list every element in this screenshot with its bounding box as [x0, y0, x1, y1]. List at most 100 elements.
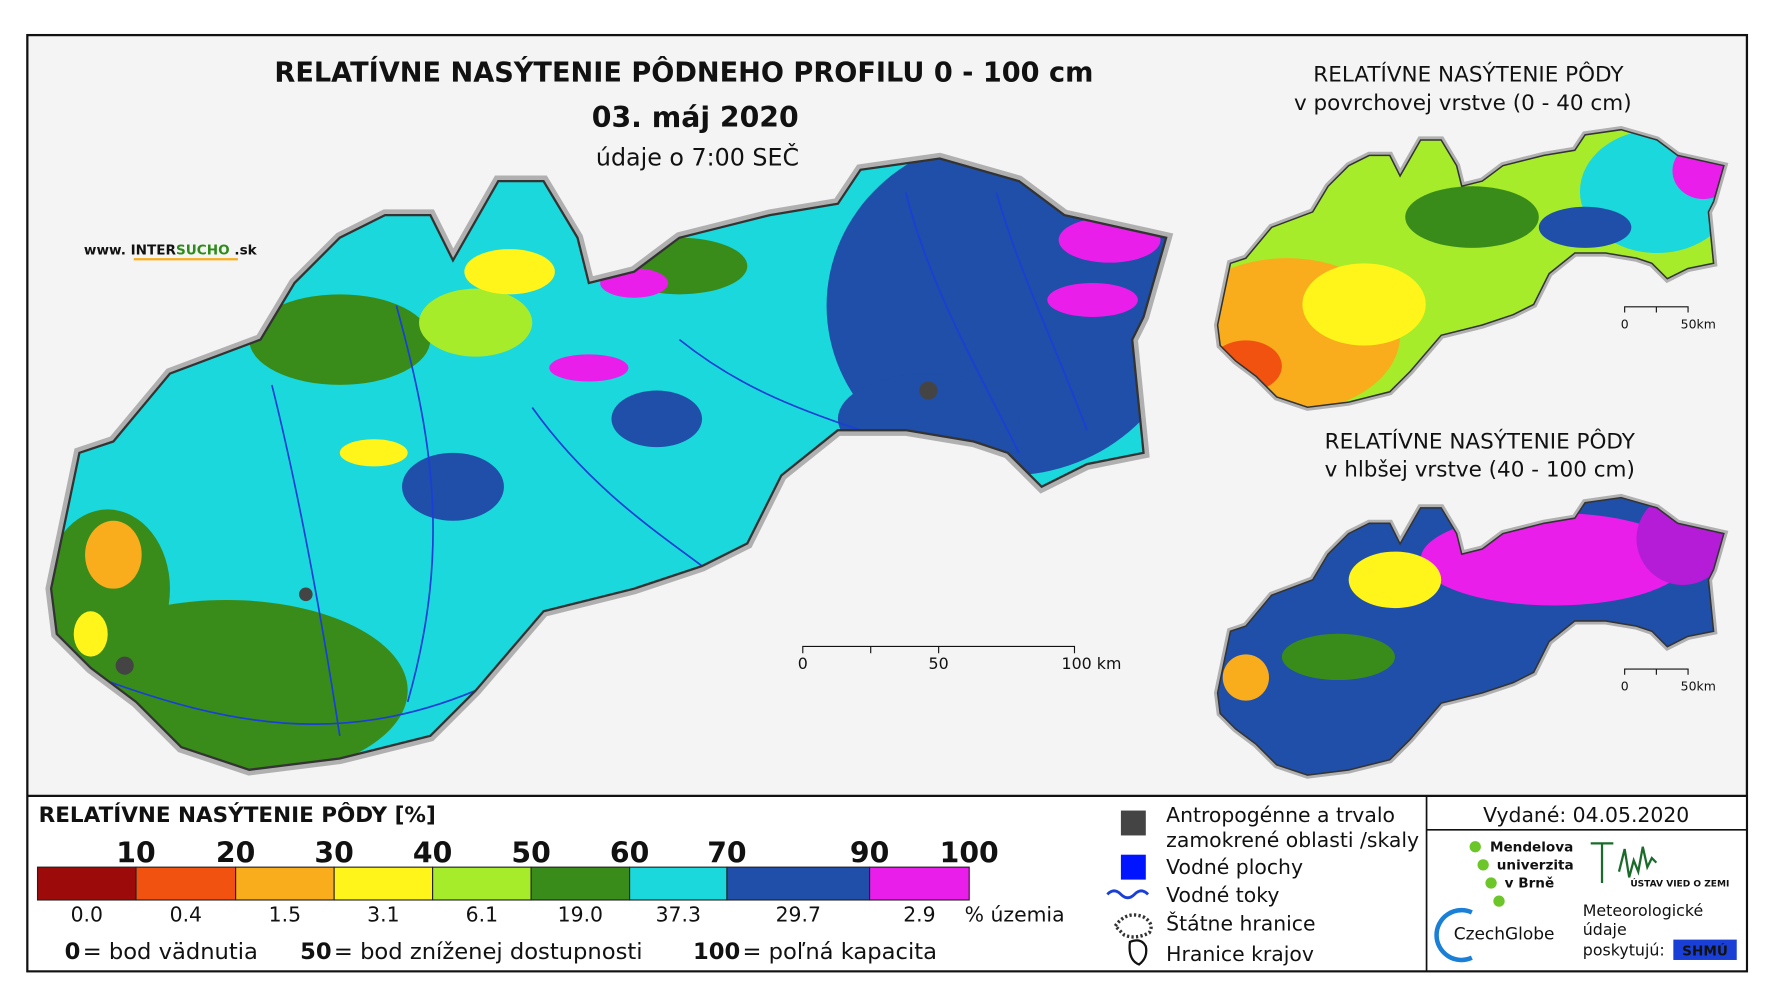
map-shape	[419, 288, 533, 357]
legend: 0.0 0.4 1.5 3.1 6.1 19.0 37.3 29.7 2.9 10 20 30 40 50…	[36, 837, 999, 926]
area-share: 2.9	[903, 902, 935, 926]
scale-label: 0	[1621, 679, 1629, 694]
scale-label: 50km	[1681, 316, 1716, 331]
threshold-label: 70	[707, 837, 746, 870]
symbol-label: Vodné toky	[1166, 883, 1279, 907]
logo-text: univerzita	[1497, 857, 1574, 873]
area-share: 37.3	[656, 902, 701, 926]
threshold-label: 100	[940, 837, 999, 870]
symbol-region	[1128, 939, 1148, 966]
scale-bar	[802, 645, 1076, 654]
inset-title: RELATÍVNE NASÝTENIE PÔDY	[1313, 62, 1624, 88]
map-shape	[115, 656, 134, 675]
legend-swatch	[869, 866, 970, 901]
logo-text: Mendelova	[1490, 839, 1573, 855]
symbol-anthropogenic	[1120, 810, 1146, 836]
map-shape	[464, 249, 555, 295]
legend-swatch	[530, 866, 631, 901]
date: 03. máj 2020	[592, 101, 799, 134]
symbol-label: zamokrené oblasti /skaly	[1166, 828, 1419, 852]
area-share: 0.4	[170, 902, 202, 926]
map-shape	[339, 439, 408, 467]
area-share: 0.0	[71, 902, 103, 926]
map-shape	[919, 381, 938, 400]
uvz-logo	[1590, 842, 1658, 884]
shmu-logo	[1673, 939, 1737, 960]
area-share: 6.1	[466, 902, 498, 926]
note: 0 = bod vädnutia	[65, 939, 258, 965]
map-shape	[249, 294, 431, 385]
map-shape	[1281, 633, 1395, 681]
threshold-label: 30	[314, 837, 353, 870]
logo-text: v Brně	[1505, 876, 1555, 892]
map-shape	[1485, 877, 1497, 889]
logo-text: ÚSTAV VIED O ZEMI	[1630, 877, 1729, 889]
map-shape	[1348, 551, 1442, 609]
map-shape	[1222, 654, 1270, 701]
map-shape	[73, 611, 108, 657]
time-note: údaje o 7:00 SEČ	[596, 143, 799, 171]
note-text: = bod vädnutia	[83, 939, 258, 965]
threshold-label: 60	[610, 837, 649, 870]
symbol-river	[1106, 889, 1150, 900]
symbol-water	[1120, 854, 1146, 880]
legend-swatch	[629, 866, 728, 901]
area-share: 3.1	[367, 902, 399, 926]
logo-text: SHMÚ	[1682, 941, 1728, 959]
map-shape	[101, 192, 1088, 736]
inset-subtitle: v hlbšej vrstve (40 - 100 cm)	[1325, 458, 1635, 483]
note-key: 100	[693, 939, 740, 965]
scale-label: 50km	[1681, 679, 1716, 694]
map-shape	[85, 520, 142, 589]
note-key: 50	[300, 939, 332, 965]
inset-subtitle: v povrchovej vrstve (0 - 40 cm)	[1294, 91, 1632, 116]
legend-title: RELATÍVNE NASÝTENIE PÔDY [%]	[39, 802, 436, 828]
logo-text: poskytujú:	[1583, 940, 1665, 959]
area-unit: % územia	[965, 902, 1065, 926]
map-shape	[1477, 859, 1489, 871]
map-shape	[1302, 263, 1426, 346]
map-shape	[1047, 283, 1138, 317]
mendel-logo: Mendelova univerzita v Brně	[1469, 839, 1574, 907]
symbol-label: Antropogénne a trvalo	[1166, 803, 1395, 827]
symbol-border	[1113, 913, 1153, 939]
map-shape	[1538, 206, 1632, 248]
map-shape	[402, 452, 504, 521]
scale-bar	[1624, 306, 1689, 313]
legend-swatch	[135, 866, 237, 901]
map-shape	[1469, 841, 1481, 853]
title: RELATÍVNE NASÝTENIE PÔDNEHO PROFILU 0 - …	[274, 57, 1093, 89]
scale-bar	[1624, 668, 1689, 675]
area-share: 29.7	[776, 902, 821, 926]
threshold-label: 50	[511, 837, 550, 870]
symbol-label: Štátne hranice	[1166, 911, 1315, 936]
note: 100 = poľná kapacita	[693, 939, 937, 965]
legend-swatch	[726, 866, 871, 901]
symbol-label: Hranice krajov	[1166, 942, 1314, 966]
inset-map	[1174, 130, 1734, 413]
website-part: .sk	[230, 243, 258, 259]
scale-label: 0	[1621, 316, 1629, 331]
area-share: 1.5	[269, 902, 301, 926]
issued: Vydané: 04.05.2020	[1483, 803, 1689, 827]
note-text: = bod zníženej dostupnosti	[334, 939, 643, 965]
threshold-label: 20	[216, 837, 255, 870]
legend-swatch	[235, 866, 335, 901]
scale-label: 50	[929, 654, 949, 673]
logo-text: CzechGlobe	[1454, 925, 1555, 945]
website-part: SUCHO	[176, 243, 230, 259]
website-part: www. INTER	[84, 243, 177, 259]
symbol-label: Vodné plochy	[1166, 855, 1303, 879]
map-shape	[611, 390, 703, 448]
logo-text: údaje	[1583, 920, 1627, 939]
inset-title: RELATÍVNE NASÝTENIE PÔDY	[1325, 428, 1636, 454]
scale-label: 0	[798, 654, 808, 673]
threshold-label: 10	[116, 837, 155, 870]
legend-swatch	[432, 866, 532, 901]
scale-label: 100 km	[1062, 654, 1122, 673]
threshold-label: 90	[850, 837, 889, 870]
note-key: 0	[65, 939, 81, 965]
legend-swatch	[36, 866, 137, 901]
map-shape	[299, 587, 313, 602]
